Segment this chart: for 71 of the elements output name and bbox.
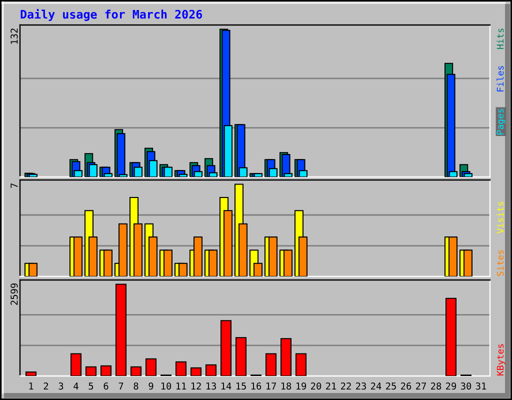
x-tick-label: 22: [341, 382, 351, 390]
x-tick-label: 17: [266, 382, 276, 390]
bar: [116, 133, 126, 177]
x-tick-label: 10: [161, 382, 172, 390]
x-tick-label: 5: [88, 382, 94, 390]
x-tick-label: 3: [58, 382, 64, 390]
bar: [206, 364, 216, 376]
x-tick-label: 20: [311, 382, 322, 390]
chart-title: Daily usage for March 2026: [20, 9, 202, 21]
bar: [280, 338, 292, 376]
bar: [296, 353, 306, 376]
x-tick-label: 6: [104, 382, 108, 390]
bar: [194, 236, 202, 276]
x-tick-label: 27: [416, 382, 426, 390]
bar: [74, 236, 82, 276]
bar: [86, 366, 96, 376]
x-tick-label: 15: [236, 382, 246, 390]
bar: [164, 250, 172, 276]
text: 2599: [10, 283, 18, 305]
x-tick-label: 21: [326, 382, 336, 390]
bar: [464, 250, 472, 276]
bar: [70, 353, 82, 376]
text: KBytes: [496, 344, 506, 376]
x-tick-label: 24: [371, 382, 382, 390]
x-tick-label: 14: [221, 382, 232, 390]
bar: [178, 262, 188, 276]
x-tick-label: 18: [281, 382, 292, 390]
text: Visits: [496, 202, 504, 234]
x-tick-label: 28: [431, 382, 442, 390]
x-tick-label: 7: [118, 382, 124, 390]
x-tick-label: 16: [251, 382, 262, 390]
text: Files: [496, 66, 504, 92]
bar: [116, 284, 126, 376]
x-tick-label: 12: [191, 382, 201, 390]
bar: [268, 236, 278, 276]
bar: [26, 371, 36, 376]
x-tick-label: 1: [29, 382, 34, 390]
x-tick-label: 19: [296, 382, 306, 390]
x-tick-label: 11: [176, 382, 186, 390]
x-tick-label: 23: [356, 382, 366, 390]
bar: [220, 320, 232, 376]
text: 132: [10, 28, 18, 44]
x-tick-label: 31: [476, 382, 486, 390]
bar: [446, 298, 456, 376]
bar: [284, 250, 292, 276]
bar: [208, 250, 218, 276]
bar: [178, 174, 188, 177]
text: Pages: [496, 108, 506, 134]
x-tick-label: 9: [148, 382, 154, 390]
x-tick-label: 26: [401, 382, 412, 390]
x-tick-label: 29: [446, 382, 456, 390]
bar: [448, 236, 458, 276]
bar: [176, 361, 186, 376]
text: 7: [10, 184, 18, 188]
x-tick-label: 8: [134, 382, 138, 390]
bar: [236, 337, 246, 376]
bar: [104, 250, 112, 276]
bar: [146, 358, 156, 376]
x-tick-label: 30: [460, 382, 472, 390]
x-tick-label: 4: [74, 382, 78, 390]
bar: [100, 365, 112, 376]
x-tick-label: 13: [206, 382, 216, 390]
text: Sites: [496, 250, 504, 276]
bar: [118, 223, 128, 276]
bar: [266, 353, 276, 376]
text: Hits: [496, 28, 504, 49]
bar: [190, 367, 202, 376]
bar: [130, 366, 142, 376]
x-tick-label: 2: [44, 382, 48, 390]
bar: [28, 262, 38, 276]
x-tick-label: 25: [386, 382, 396, 390]
